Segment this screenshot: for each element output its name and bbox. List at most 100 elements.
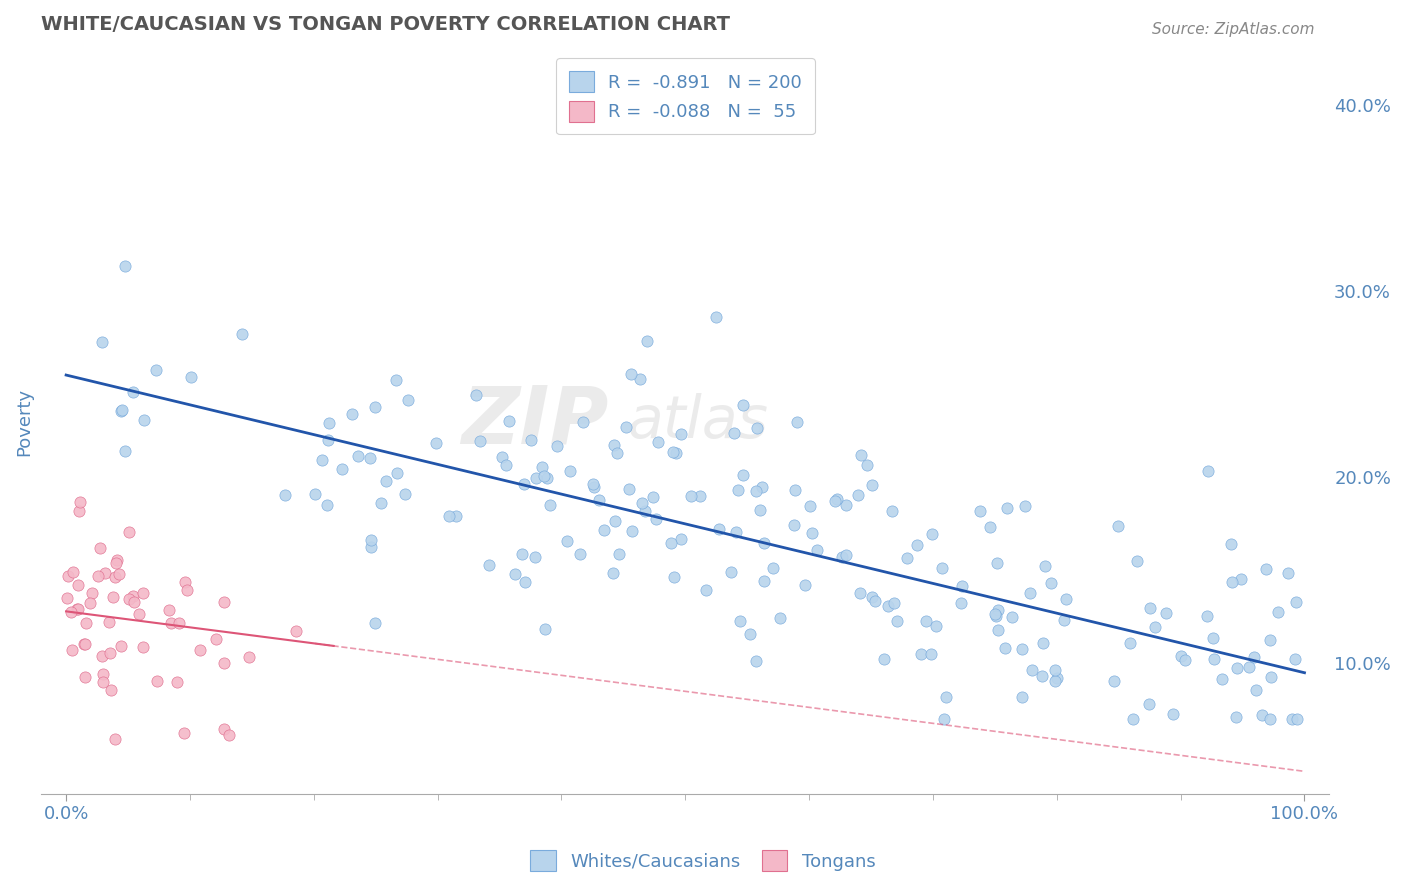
- Point: [145, 363, 167, 377]
- Point: [1226, 661, 1249, 675]
- Point: [619, 483, 641, 497]
- Point: [896, 551, 918, 566]
- Point: [104, 570, 127, 584]
- Point: [1032, 636, 1054, 650]
- Point: [863, 594, 886, 608]
- Point: [877, 599, 900, 614]
- Point: [105, 556, 128, 570]
- Point: [1277, 566, 1299, 580]
- Point: [103, 731, 125, 746]
- Point: [531, 459, 554, 474]
- Point: [986, 608, 1008, 623]
- Point: [118, 524, 141, 539]
- Point: [745, 654, 768, 668]
- Point: [744, 484, 766, 499]
- Point: [983, 607, 1005, 621]
- Point: [536, 471, 558, 485]
- Point: [1019, 586, 1042, 600]
- Point: [347, 449, 370, 463]
- Point: [503, 567, 526, 582]
- Point: [80, 585, 103, 599]
- Point: [498, 414, 520, 428]
- Point: [67, 602, 90, 616]
- Point: [318, 416, 340, 430]
- Point: [1258, 633, 1281, 648]
- Point: [572, 415, 595, 429]
- Point: [824, 493, 846, 508]
- Point: [87, 568, 110, 582]
- Point: [89, 541, 111, 556]
- Point: [661, 535, 683, 549]
- Point: [987, 624, 1010, 638]
- Point: [385, 466, 408, 480]
- Point: [1046, 671, 1069, 685]
- Point: [173, 726, 195, 740]
- Point: [316, 498, 339, 512]
- Point: [994, 641, 1017, 656]
- Point: [925, 618, 948, 632]
- Point: [360, 540, 382, 554]
- Point: [111, 403, 134, 417]
- Point: [725, 525, 748, 540]
- Point: [720, 566, 742, 580]
- Point: [707, 522, 730, 536]
- Point: [862, 590, 884, 604]
- Point: [1267, 605, 1289, 619]
- Point: [67, 504, 90, 518]
- Point: [1031, 669, 1053, 683]
- Point: [979, 520, 1001, 534]
- Point: [98, 647, 121, 661]
- Point: [603, 438, 626, 452]
- Point: [730, 615, 752, 629]
- Point: [174, 574, 197, 589]
- Point: [731, 398, 754, 412]
- Point: [218, 728, 240, 742]
- Point: [1102, 674, 1125, 689]
- Point: [1260, 712, 1282, 726]
- Point: [103, 590, 125, 604]
- Point: [786, 416, 808, 430]
- Point: [1011, 690, 1033, 705]
- Point: [110, 404, 132, 418]
- Point: [1237, 660, 1260, 674]
- Point: [855, 458, 877, 472]
- Point: [751, 481, 773, 495]
- Point: [647, 435, 669, 450]
- Point: [510, 547, 533, 561]
- Point: [340, 407, 363, 421]
- Point: [465, 388, 488, 402]
- Point: [524, 471, 547, 485]
- Point: [370, 496, 392, 510]
- Point: [105, 553, 128, 567]
- Point: [949, 596, 972, 610]
- Point: [568, 548, 591, 562]
- Point: [212, 656, 235, 670]
- Point: [114, 444, 136, 458]
- Point: [801, 525, 824, 540]
- Point: [157, 603, 180, 617]
- Point: [662, 570, 685, 584]
- Point: [849, 586, 872, 600]
- Point: [935, 690, 957, 704]
- Point: [762, 561, 785, 575]
- Point: [630, 371, 652, 385]
- Point: [90, 334, 112, 349]
- Point: [1144, 620, 1167, 634]
- Point: [783, 518, 806, 533]
- Point: [593, 523, 616, 537]
- Point: [671, 533, 693, 547]
- Point: [555, 533, 578, 548]
- Point: [1043, 663, 1066, 677]
- Point: [512, 476, 534, 491]
- Point: [1281, 712, 1303, 726]
- Point: [835, 498, 858, 512]
- Text: WHITE/CAUCASIAN VS TONGAN POVERTY CORRELATION CHART: WHITE/CAUCASIAN VS TONGAN POVERTY CORREL…: [41, 15, 730, 34]
- Point: [364, 615, 387, 630]
- Point: [769, 611, 792, 625]
- Point: [661, 445, 683, 459]
- Point: [603, 514, 626, 528]
- Point: [1201, 631, 1223, 645]
- Point: [931, 561, 953, 575]
- Point: [1122, 712, 1144, 726]
- Point: [950, 579, 973, 593]
